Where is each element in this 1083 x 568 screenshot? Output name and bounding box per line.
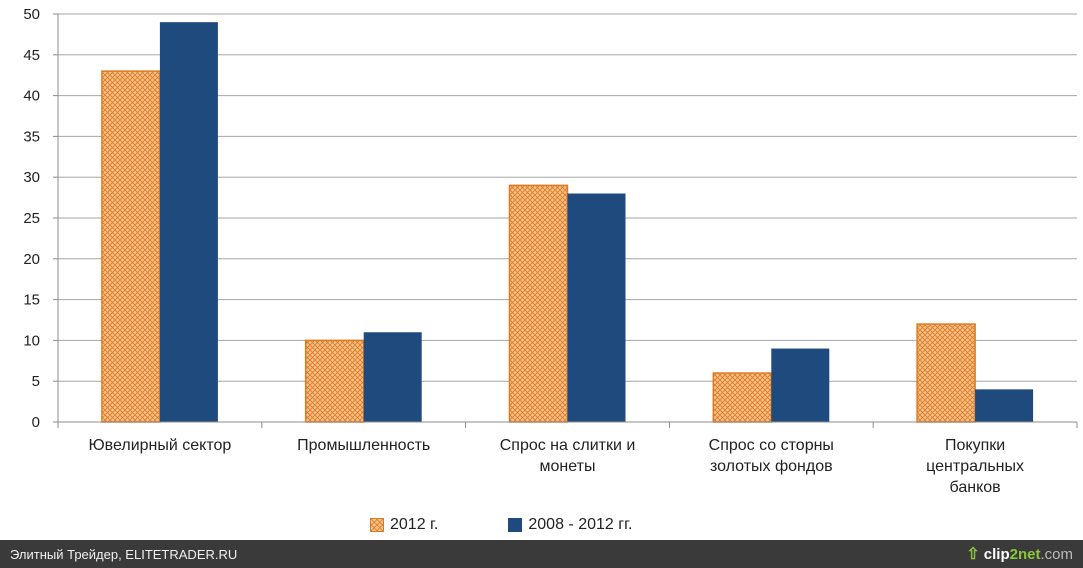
clip2net-logo[interactable]: ⇧ clip 2net .com (966, 544, 1073, 564)
bar-series1-cat1 (363, 332, 422, 422)
y-tick-label: 35 (23, 128, 40, 145)
axes (53, 13, 1078, 428)
brand-part-c: .com (1040, 545, 1073, 563)
legend-item-2012: 2012 г. (370, 516, 438, 534)
y-tick-label: 40 (23, 88, 40, 105)
tick-labels: 0 5 10 15 20 25 30 35 40 45 50 Ювелирный сектор Пром… (23, 6, 1024, 496)
x-category-label: Покупки (945, 437, 1005, 454)
y-tick-label: 0 (32, 414, 40, 431)
bars (101, 22, 1034, 423)
x-category-label: золотых фондов (710, 458, 833, 475)
footer-source-text: Элитный Трейдер, ELITETRADER.RU (10, 546, 238, 562)
x-category-label: Спрос со сторны (709, 437, 834, 454)
bar-series0-cat3 (712, 372, 773, 423)
bar-series0-cat4 (916, 323, 976, 423)
x-category-label: банков (950, 479, 1001, 496)
brand-part-b: 2net (1009, 545, 1041, 563)
bar-series1-cat4 (975, 389, 1034, 422)
footer-bar: Элитный Трейдер, ELITETRADER.RU ⇧ clip 2… (0, 540, 1083, 568)
y-tick-label: 25 (23, 210, 40, 227)
legend-swatch-2008-2012 (508, 518, 523, 532)
y-tick-label: 5 (32, 373, 40, 390)
y-tick-label: 10 (23, 332, 40, 349)
x-category-label: центральных (926, 458, 1024, 475)
bar-series0-cat1 (304, 339, 365, 423)
x-category-label: Ювелирный сектор (89, 437, 232, 454)
y-tick-label: 30 (23, 169, 40, 186)
bar-series1-cat3 (771, 348, 830, 422)
brand-part-a: clip (983, 545, 1010, 563)
bar-series0-cat2 (508, 184, 569, 423)
bar-series1-cat2 (567, 193, 626, 422)
legend-label-2012: 2012 г. (390, 516, 439, 533)
legend-swatch-2012 (370, 518, 384, 532)
x-category-label: Промышленность (297, 437, 430, 454)
legend-label-2008-2012: 2008 - 2012 гг. (528, 516, 633, 533)
legend-item-2008-2012: 2008 - 2012 гг. (508, 516, 632, 534)
y-tick-label: 45 (23, 47, 40, 64)
bar-series0-cat0 (101, 70, 161, 423)
legend: 2012 г. 2008 - 2012 гг. (370, 514, 702, 536)
up-arrow-icon: ⇧ (966, 546, 980, 563)
bar-chart: 0 5 10 15 20 25 30 35 40 45 50 Ювелирный сектор Пром… (23, 6, 1078, 496)
y-tick-label: 20 (23, 251, 40, 268)
y-tick-label: 15 (23, 292, 40, 309)
x-category-label: монеты (540, 458, 596, 475)
y-tick-label: 50 (23, 6, 40, 23)
bar-series1-cat0 (159, 22, 218, 422)
x-category-label: Спрос на слитки и (500, 437, 636, 454)
